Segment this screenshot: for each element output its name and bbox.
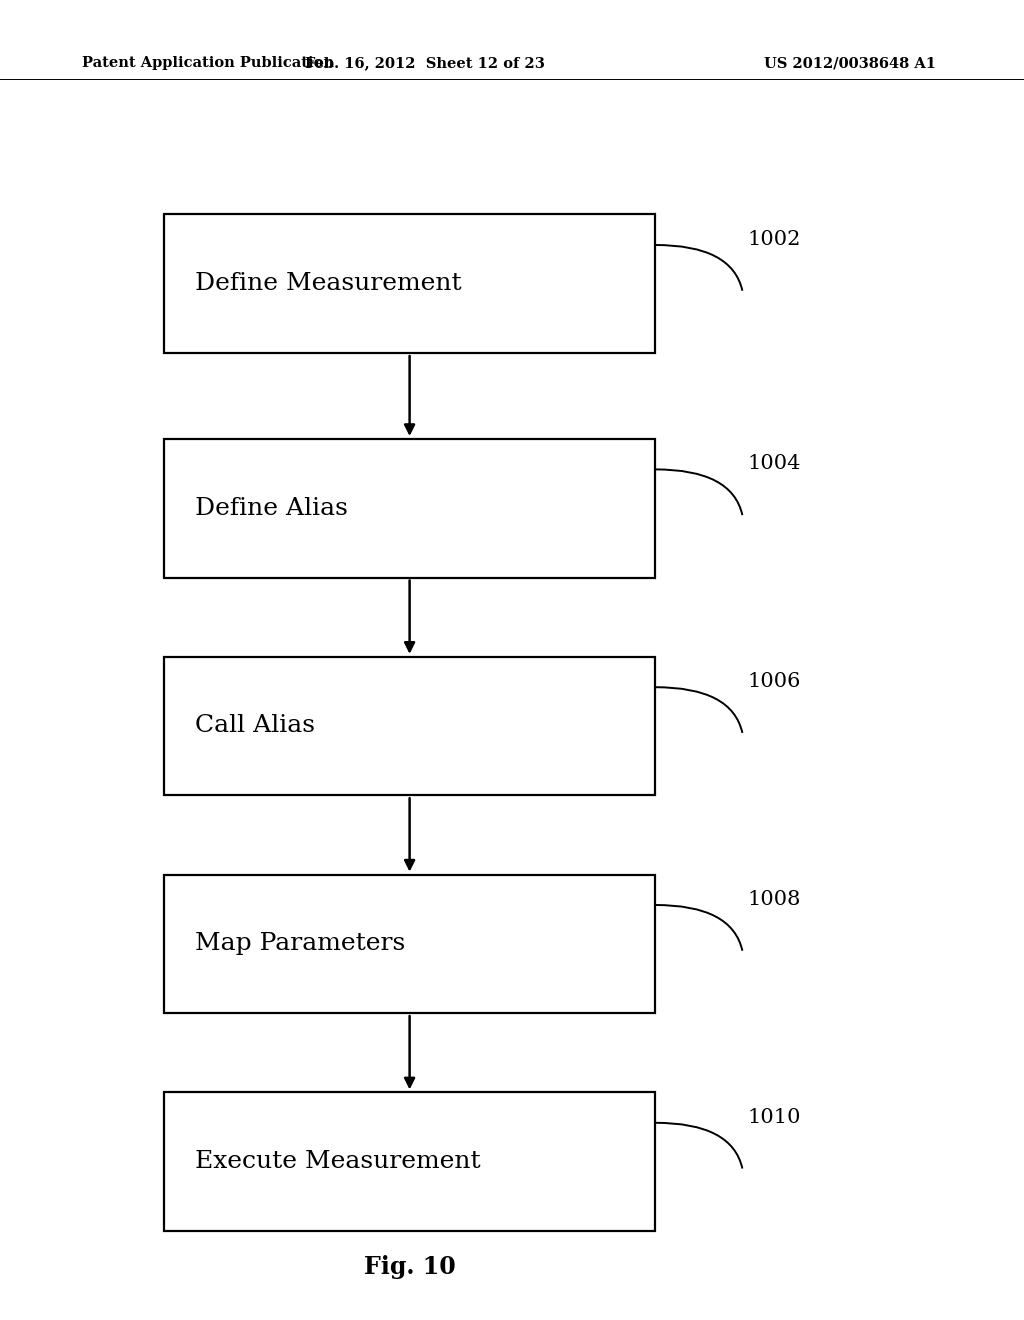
Text: US 2012/0038648 A1: US 2012/0038648 A1 <box>764 57 936 70</box>
Bar <box>164 214 655 352</box>
Bar <box>164 1093 655 1230</box>
Text: 1006: 1006 <box>748 672 801 692</box>
Text: Define Alias: Define Alias <box>195 496 347 520</box>
Text: Patent Application Publication: Patent Application Publication <box>82 57 334 70</box>
Text: 1004: 1004 <box>748 454 801 474</box>
Bar <box>164 656 655 795</box>
Text: Call Alias: Call Alias <box>195 714 314 738</box>
Text: Execute Measurement: Execute Measurement <box>195 1150 480 1173</box>
Text: Define Measurement: Define Measurement <box>195 272 461 296</box>
Text: Fig. 10: Fig. 10 <box>364 1255 456 1279</box>
Text: Feb. 16, 2012  Sheet 12 of 23: Feb. 16, 2012 Sheet 12 of 23 <box>305 57 545 70</box>
Text: 1008: 1008 <box>748 890 801 909</box>
Bar <box>164 875 655 1014</box>
Text: 1010: 1010 <box>748 1107 801 1127</box>
Bar <box>164 438 655 578</box>
Text: Map Parameters: Map Parameters <box>195 932 404 956</box>
Text: 1002: 1002 <box>748 230 801 249</box>
